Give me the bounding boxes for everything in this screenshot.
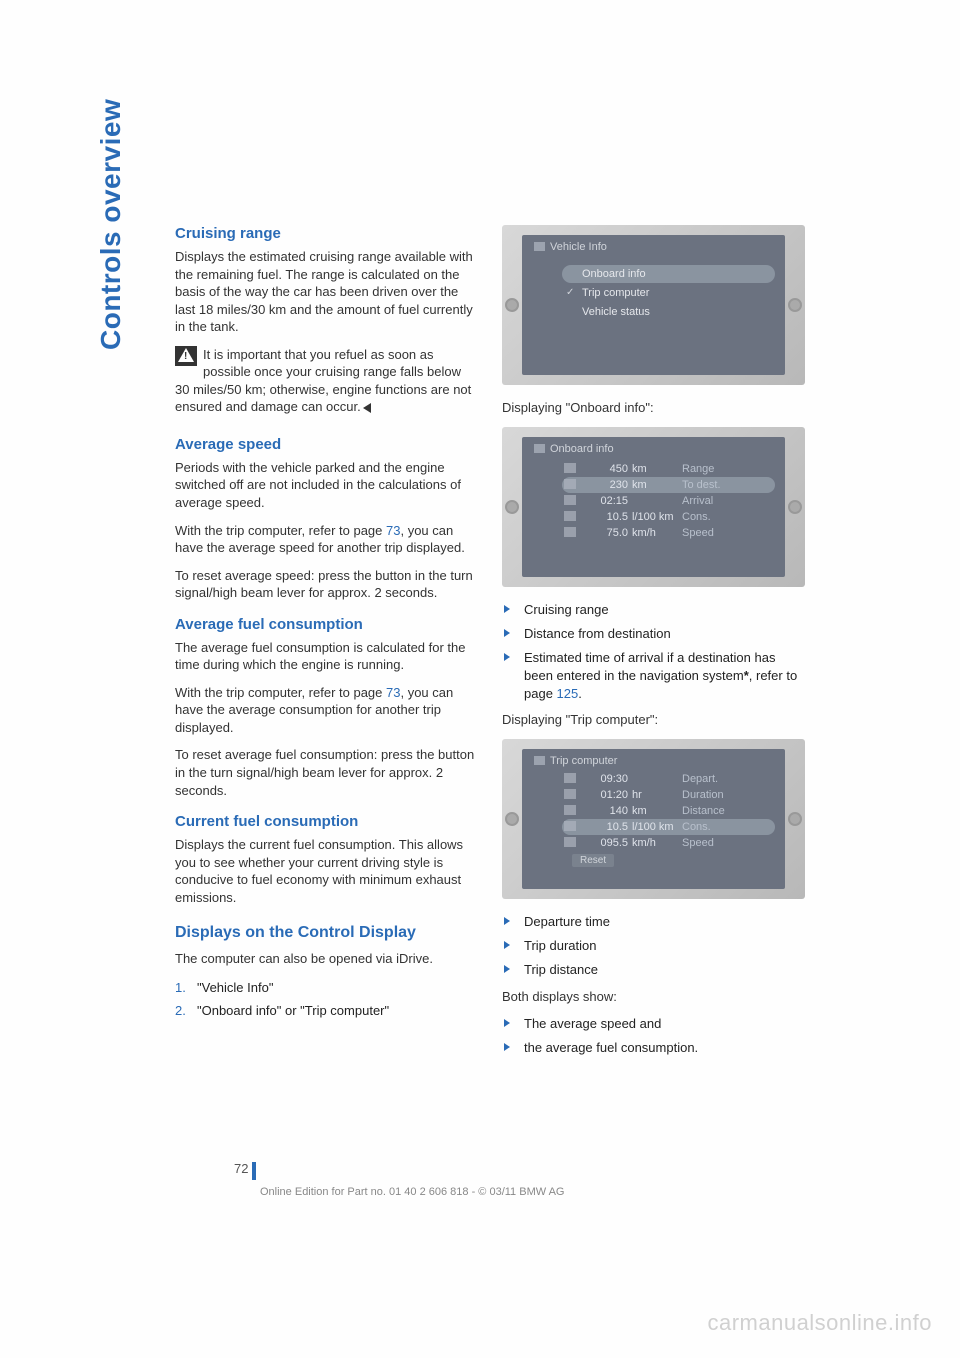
list-item: 1."Vehicle Info" xyxy=(175,978,478,998)
clock-icon xyxy=(564,495,576,505)
page-number-accent xyxy=(252,1162,256,1180)
screen-title: Trip computer xyxy=(550,755,617,767)
idrive-knob-icon xyxy=(505,500,519,514)
heading-displays-control: Displays on the Control Display xyxy=(175,924,478,942)
info-row: 09:30Depart. xyxy=(562,771,775,787)
screen-title: Vehicle Info xyxy=(550,241,607,253)
info-row: 01:20hrDuration xyxy=(562,787,775,803)
idrive-knob-icon xyxy=(788,500,802,514)
info-row: 230kmTo dest. xyxy=(562,477,775,493)
speed-icon xyxy=(564,527,576,537)
idrive-screenshot-trip-computer: Trip computer 09:30Depart. 01:20hrDurati… xyxy=(502,739,805,899)
heading-avg-fuel: Average fuel consumption xyxy=(175,616,478,633)
pump-icon xyxy=(564,821,576,831)
info-row: 02:15Arrival xyxy=(562,493,775,509)
body-text: Periods with the vehicle parked and the … xyxy=(175,459,478,512)
screen-menu: Onboard info ✓Trip computer Vehicle stat… xyxy=(562,265,775,322)
body-text: With the trip computer, refer to page 73… xyxy=(175,522,478,557)
dist-icon xyxy=(564,805,576,815)
idrive-screenshot-vehicle-info: Vehicle Info Onboard info ✓Trip computer… xyxy=(502,225,805,385)
idrive-knob-icon xyxy=(505,298,519,312)
clock-icon xyxy=(564,773,576,783)
heading-average-speed: Average speed xyxy=(175,436,478,453)
body-text: Displaying "Onboard info": xyxy=(502,399,805,417)
reset-button-label: Reset xyxy=(572,854,614,867)
warning-icon xyxy=(175,346,197,366)
screen-info-rows: 450kmRange 230kmTo dest. 02:15Arrival 10… xyxy=(562,461,775,541)
screen-title: Onboard info xyxy=(550,443,614,455)
screen-info-rows: 09:30Depart. 01:20hrDuration 140kmDistan… xyxy=(562,771,775,851)
bullet-list: The average speed and the average fuel c… xyxy=(502,1015,805,1057)
heading-cruising-range: Cruising range xyxy=(175,225,478,242)
info-row: 140kmDistance xyxy=(562,803,775,819)
menu-item: ✓Trip computer xyxy=(562,284,775,302)
page-link-125[interactable]: 125 xyxy=(557,686,579,701)
section-side-label: Controls overview xyxy=(95,99,127,350)
page-link-73[interactable]: 73 xyxy=(386,523,400,538)
fuel-icon xyxy=(564,463,576,473)
list-item: Distance from destination xyxy=(502,625,805,643)
warning-text: It is important that you refuel as soon … xyxy=(175,346,478,416)
watermark: carmanualsonline.info xyxy=(707,1310,932,1336)
warning-block: It is important that you refuel as soon … xyxy=(175,346,478,416)
list-item: Trip duration xyxy=(502,937,805,955)
list-item: Trip distance xyxy=(502,961,805,979)
body-text: Displays the estimated cruising range av… xyxy=(175,248,478,336)
right-column: Vehicle Info Onboard info ✓Trip computer… xyxy=(502,225,805,1066)
warning-end-icon xyxy=(363,403,371,413)
body-text: Both displays show: xyxy=(502,988,805,1006)
body-text: The average fuel consumption is calculat… xyxy=(175,639,478,674)
footer-text: Online Edition for Part no. 01 40 2 606 … xyxy=(260,1186,564,1198)
body-text: To reset average speed: press the button… xyxy=(175,567,478,602)
body-text: To reset average fuel consumption: press… xyxy=(175,746,478,799)
body-text: Displays the current fuel consumption. T… xyxy=(175,836,478,906)
info-row: 095.5km/hSpeed xyxy=(562,835,775,851)
manual-page: Controls overview Cruising range Display… xyxy=(0,0,960,1358)
body-text: With the trip computer, refer to page 73… xyxy=(175,684,478,737)
idrive-knob-icon xyxy=(788,812,802,826)
list-item: The average speed and xyxy=(502,1015,805,1033)
left-column: Cruising range Displays the estimated cr… xyxy=(175,225,478,1066)
ordered-list: 1."Vehicle Info" 2."Onboard info" or "Tr… xyxy=(175,978,478,1021)
content-columns: Cruising range Displays the estimated cr… xyxy=(175,225,805,1066)
idrive-knob-icon xyxy=(505,812,519,826)
menu-item: Onboard info xyxy=(562,265,775,283)
info-row: 450kmRange xyxy=(562,461,775,477)
list-item: Estimated time of arrival if a destinati… xyxy=(502,649,805,704)
timer-icon xyxy=(564,789,576,799)
idrive-screenshot-onboard-info: Onboard info 450kmRange 230kmTo dest. 02… xyxy=(502,427,805,587)
body-text: The computer can also be opened via iDri… xyxy=(175,950,478,968)
pump-icon xyxy=(564,511,576,521)
list-item: the average fuel consumption. xyxy=(502,1039,805,1057)
list-item: Cruising range xyxy=(502,601,805,619)
body-text: Displaying "Trip computer": xyxy=(502,711,805,729)
bullet-list: Departure time Trip duration Trip distan… xyxy=(502,913,805,980)
heading-current-fuel: Current fuel consumption xyxy=(175,813,478,830)
dest-icon xyxy=(564,479,576,489)
idrive-knob-icon xyxy=(788,298,802,312)
page-number: 72 xyxy=(234,1161,248,1176)
speed-icon xyxy=(564,837,576,847)
menu-item: Vehicle status xyxy=(562,303,775,321)
list-item: Departure time xyxy=(502,913,805,931)
page-link-73[interactable]: 73 xyxy=(386,685,400,700)
info-row: 10.5l/100 kmCons. xyxy=(562,509,775,525)
info-row: 10.5l/100 kmCons. xyxy=(562,819,775,835)
info-row: 75.0km/hSpeed xyxy=(562,525,775,541)
list-item: 2."Onboard info" or "Trip computer" xyxy=(175,1001,478,1021)
bullet-list: Cruising range Distance from destination… xyxy=(502,601,805,704)
